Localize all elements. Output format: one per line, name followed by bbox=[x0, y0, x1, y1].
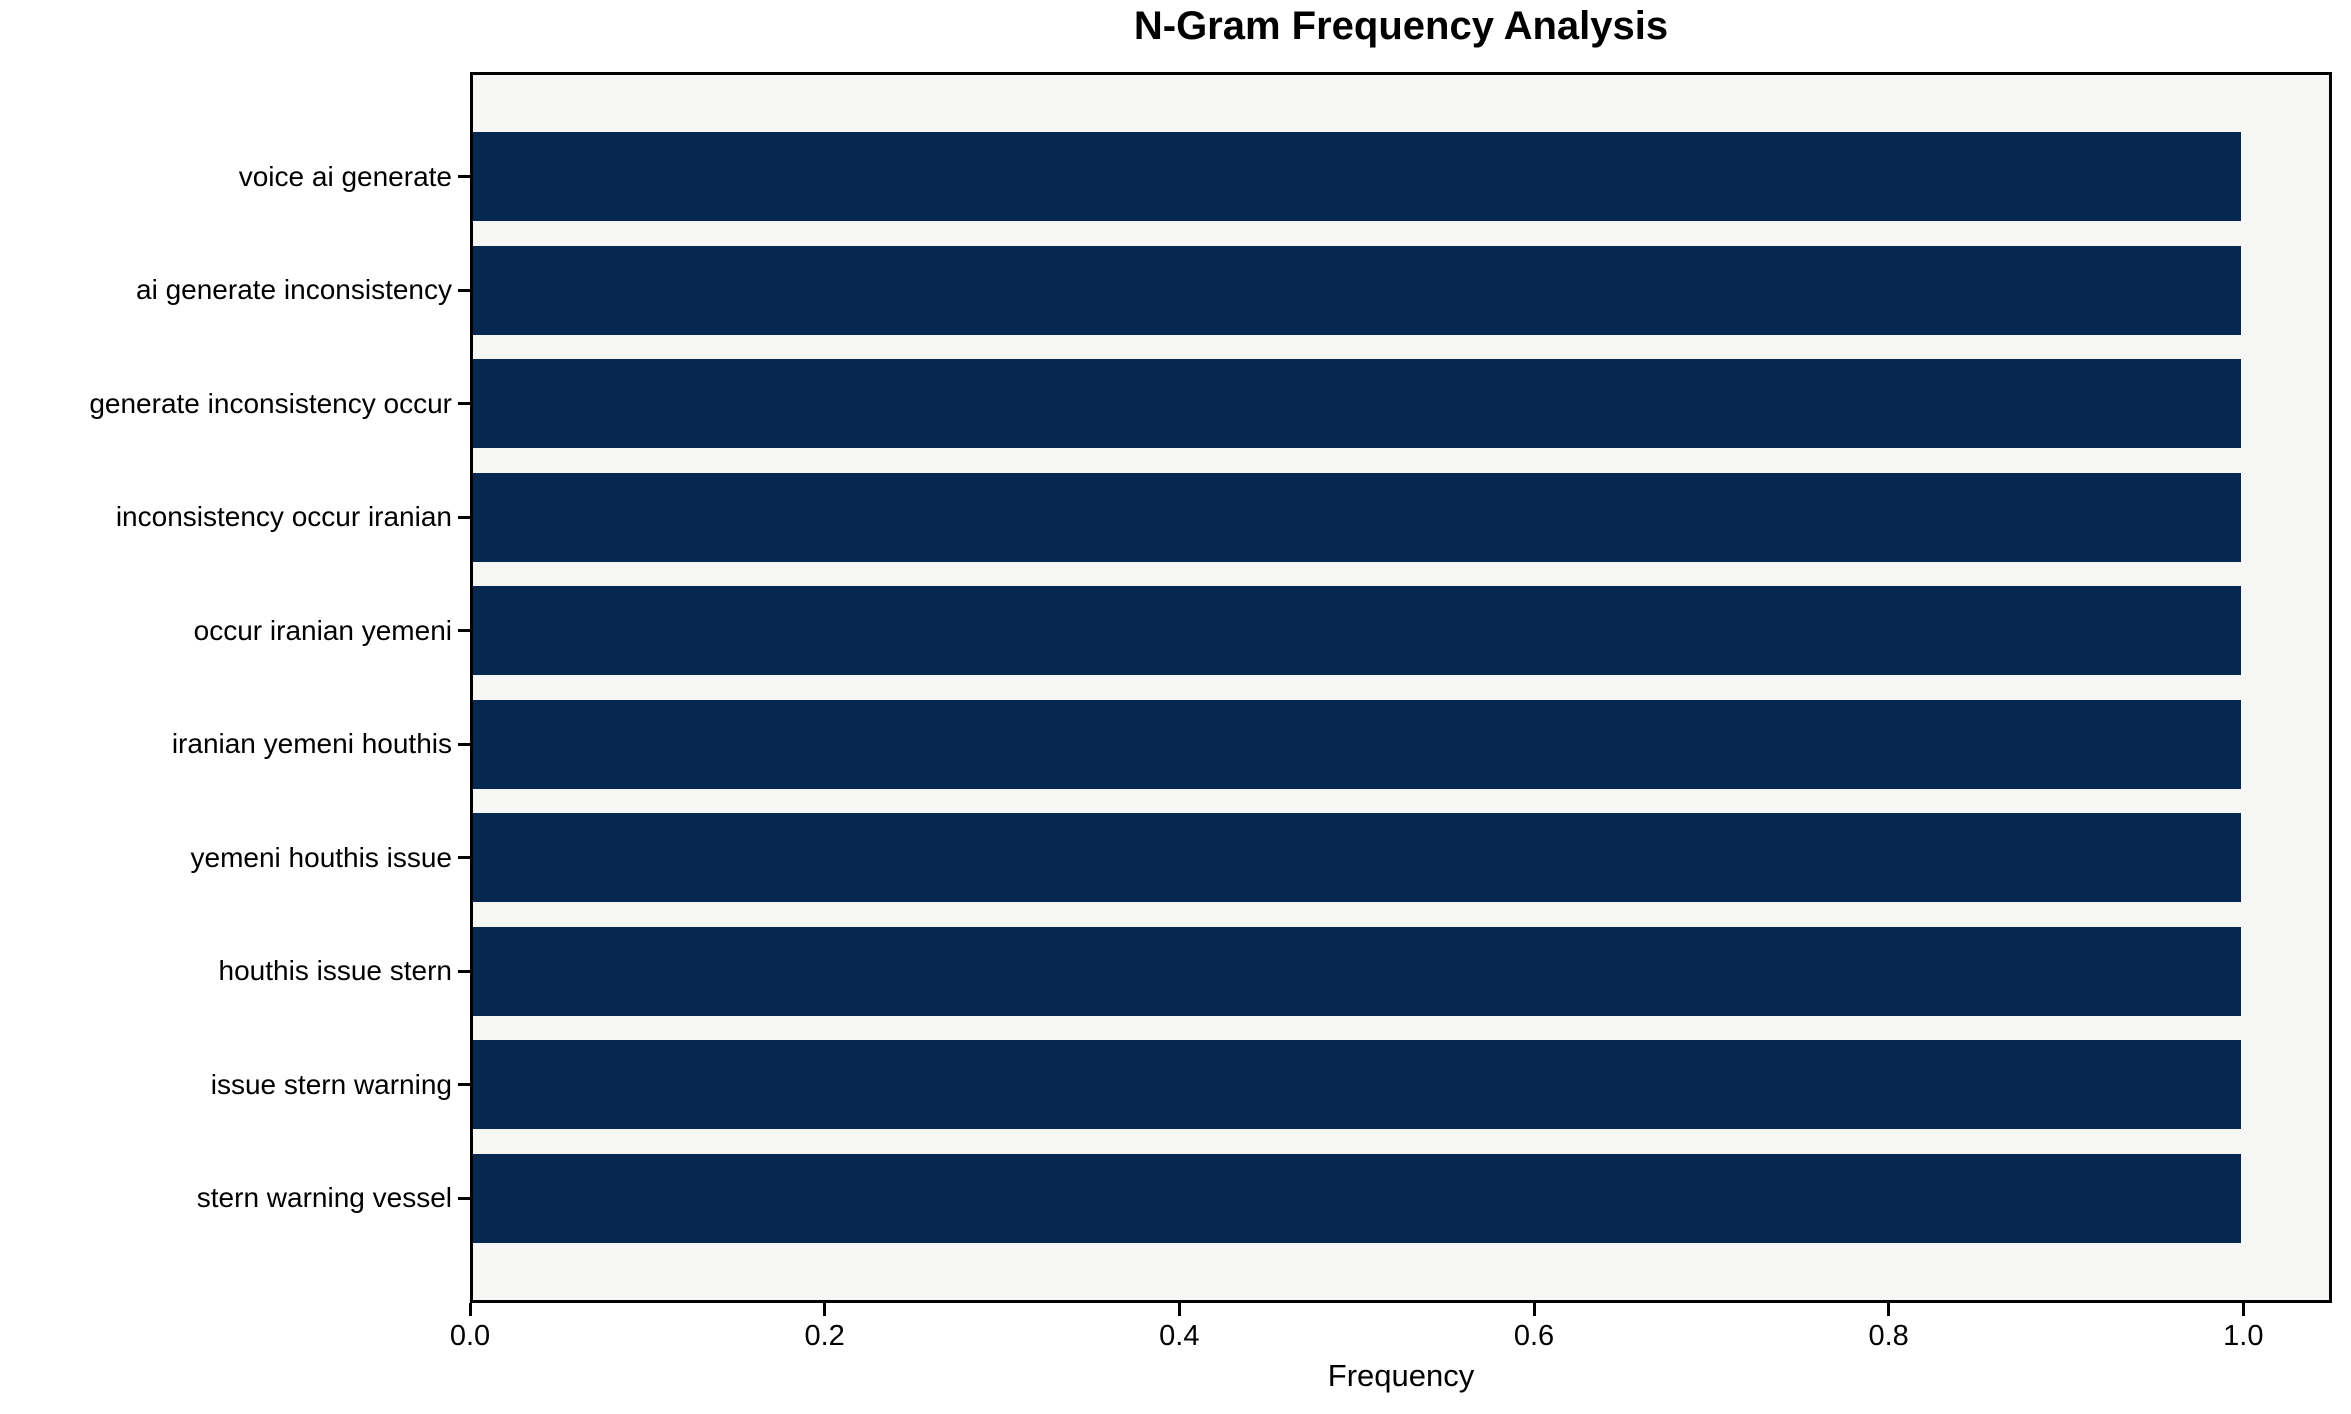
y-tick-mark bbox=[458, 515, 470, 519]
bar bbox=[473, 1153, 2241, 1243]
y-tick-label: voice ai generate bbox=[238, 160, 452, 192]
x-tick-label: 0.2 bbox=[804, 1320, 845, 1352]
y-tick-label: houthis issue stern bbox=[218, 955, 452, 987]
bar bbox=[473, 472, 2241, 562]
y-tick-mark bbox=[458, 629, 470, 633]
bar bbox=[473, 245, 2241, 335]
chart-title: N-Gram Frequency Analysis bbox=[1133, 4, 1669, 48]
bar bbox=[473, 586, 2241, 676]
y-tick-label: generate inconsistency occur bbox=[89, 387, 452, 419]
x-tick-mark bbox=[2241, 1303, 2245, 1316]
bar bbox=[473, 926, 2241, 1016]
x-tick-label: 1.0 bbox=[2223, 1320, 2264, 1352]
y-tick-label: yemeni houthis issue bbox=[190, 841, 452, 873]
bars-container: voice ai generate ai generate inconsisten… bbox=[89, 75, 2329, 1300]
y-tick-label: issue stern warning bbox=[210, 1068, 452, 1100]
bar-row: ai generate inconsistency bbox=[136, 245, 2329, 335]
y-tick-mark bbox=[458, 402, 470, 406]
x-tick-mark bbox=[823, 1303, 827, 1316]
plot-area: voice ai generate ai generate inconsisten… bbox=[89, 72, 2332, 1303]
x-tick-mark bbox=[1887, 1303, 1891, 1316]
bar-row: houthis issue stern bbox=[219, 926, 2329, 1016]
bar-row: inconsistency occur iranian bbox=[116, 472, 2329, 562]
bar bbox=[473, 813, 2241, 903]
y-tick-mark bbox=[458, 1196, 470, 1200]
x-tick-mark bbox=[1177, 1303, 1181, 1316]
y-tick-mark bbox=[458, 175, 470, 178]
bar-row: occur iranian yemeni bbox=[194, 586, 2329, 676]
bar-row: generate inconsistency occur bbox=[89, 359, 2329, 449]
bar-row: issue stern warning bbox=[211, 1040, 2329, 1130]
x-tick-label: 0.6 bbox=[1513, 1320, 1555, 1352]
bar bbox=[473, 1040, 2241, 1130]
x-tick-label: 0.0 bbox=[449, 1320, 491, 1352]
y-tick-label: stern warning vessel bbox=[196, 1182, 452, 1214]
bar-row: iranian yemeni houthis bbox=[172, 699, 2329, 789]
bar bbox=[473, 132, 2241, 221]
bar-row: stern warning vessel bbox=[197, 1153, 2329, 1243]
y-tick-mark bbox=[458, 742, 470, 746]
x-tick-mark bbox=[1532, 1303, 1536, 1316]
y-tick-label: ai generate inconsistency bbox=[136, 274, 452, 306]
y-tick-mark bbox=[458, 288, 470, 292]
bar-row: yemeni houthis issue bbox=[191, 813, 2329, 903]
x-tick-mark bbox=[468, 1303, 472, 1316]
y-tick-label: occur iranian yemeni bbox=[193, 614, 452, 646]
x-tick-label: 0.8 bbox=[1868, 1320, 1909, 1352]
x-axis-title: Frequency bbox=[1327, 1358, 1475, 1393]
bar-row: voice ai generate bbox=[239, 132, 2329, 221]
bar bbox=[473, 699, 2241, 789]
y-tick-label: inconsistency occur iranian bbox=[115, 501, 452, 533]
y-tick-label: iranian yemeni houthis bbox=[171, 728, 452, 760]
x-tick-label: 0.4 bbox=[1159, 1320, 1200, 1352]
y-tick-mark bbox=[458, 856, 470, 860]
y-tick-mark bbox=[458, 1083, 470, 1087]
bar bbox=[473, 359, 2241, 449]
y-tick-mark bbox=[458, 969, 470, 973]
